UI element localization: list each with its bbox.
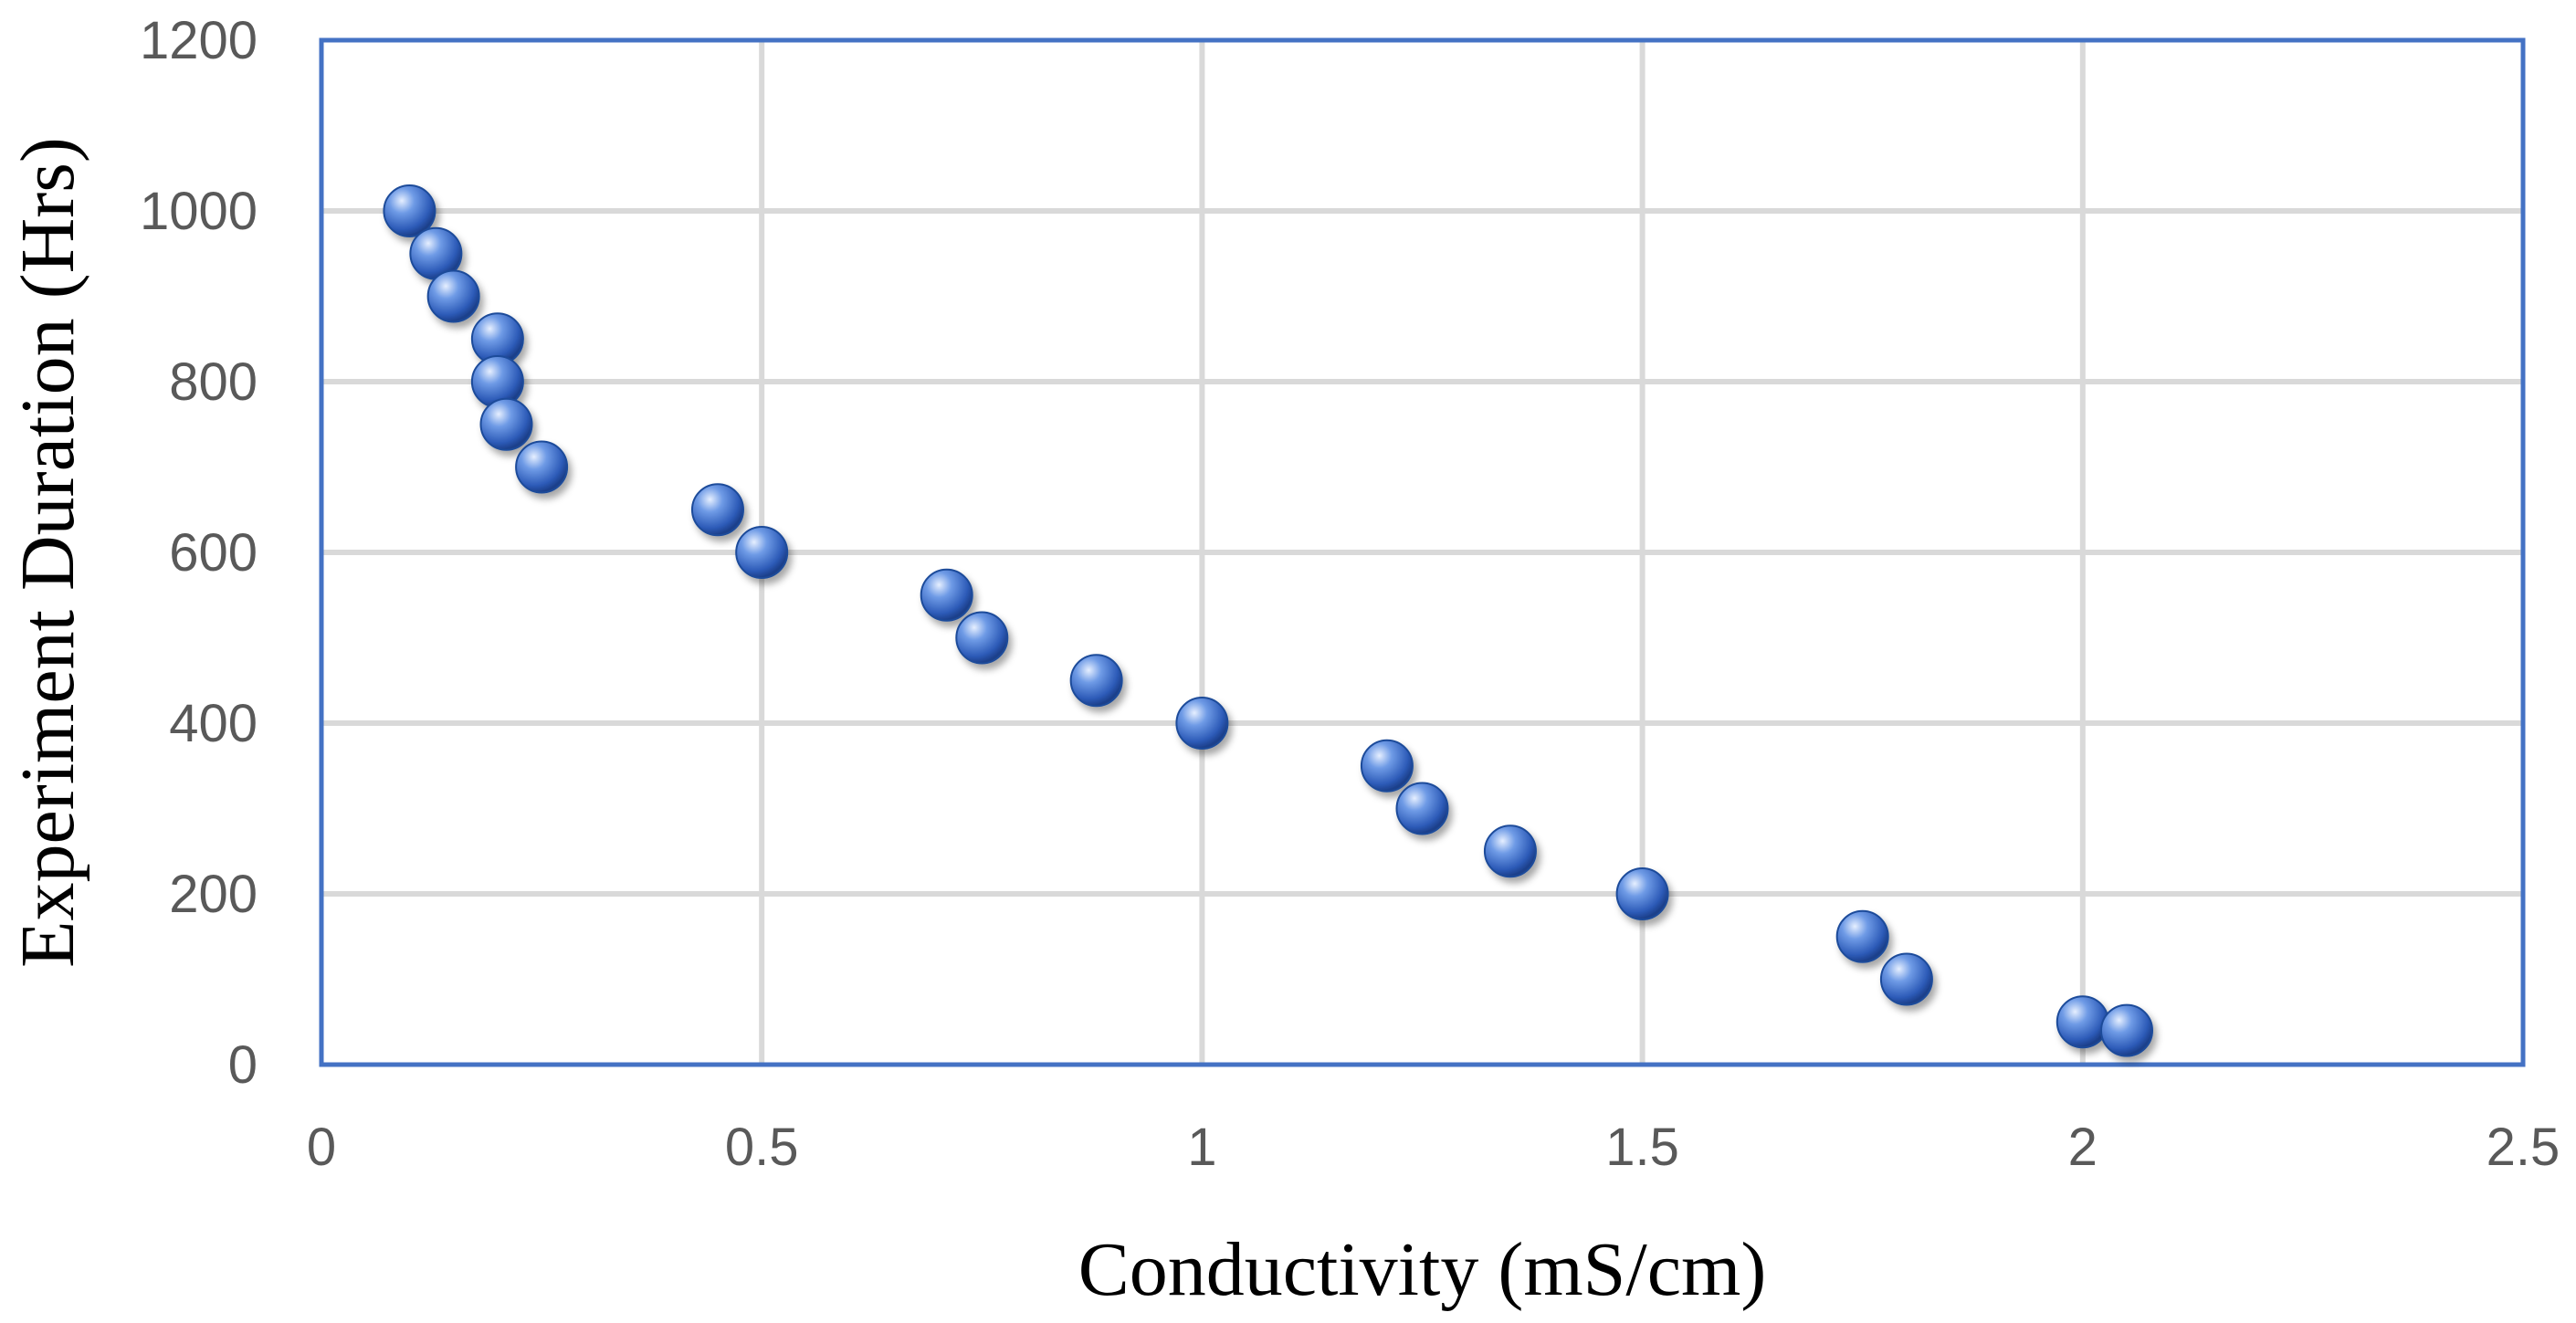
data-point — [479, 397, 533, 451]
data-point — [1069, 654, 1123, 708]
y-axis-tick-labels: 0 200 400 600 800 1000 1200 — [140, 11, 258, 1095]
x-tick-label: 1 — [1187, 1118, 1216, 1177]
data-point — [690, 483, 744, 537]
data-point — [426, 269, 480, 323]
data-point — [2100, 1003, 2154, 1057]
y-tick-label: 200 — [169, 865, 258, 924]
y-tick-label: 0 — [228, 1035, 258, 1095]
y-tick-label: 400 — [169, 694, 258, 753]
y-tick-label: 800 — [169, 352, 258, 412]
y-tick-label: 600 — [169, 523, 258, 583]
x-tick-label: 0 — [307, 1118, 336, 1177]
x-tick-label: 0.5 — [725, 1118, 799, 1177]
data-point — [1175, 697, 1229, 750]
data-point — [1835, 909, 1889, 963]
data-point — [735, 526, 789, 579]
horizontal-gridlines — [321, 208, 2523, 897]
x-axis-tick-labels: 0 0.5 1 1.5 2 2.5 — [307, 1118, 2560, 1177]
data-point — [1360, 739, 1414, 793]
data-point — [955, 611, 1009, 665]
data-point — [1395, 782, 1449, 835]
x-axis-title: Conductivity (mS/cm) — [1078, 1227, 1767, 1312]
y-tick-label: 1000 — [140, 182, 258, 241]
data-point — [383, 184, 436, 237]
y-axis-title: Experiment Duration (Hrs) — [5, 137, 90, 968]
data-point — [920, 568, 973, 622]
y-tick-label: 1200 — [140, 11, 258, 70]
data-point — [1615, 867, 1669, 920]
data-point — [515, 440, 569, 494]
plot-area-frame — [319, 37, 2526, 1067]
data-point — [1879, 952, 1933, 1006]
data-points — [383, 184, 2154, 1057]
data-point — [2056, 995, 2109, 1049]
data-point — [1483, 824, 1537, 878]
x-tick-label: 1.5 — [1605, 1118, 1679, 1177]
x-tick-label: 2 — [2068, 1118, 2098, 1177]
x-tick-label: 2.5 — [2487, 1118, 2560, 1177]
